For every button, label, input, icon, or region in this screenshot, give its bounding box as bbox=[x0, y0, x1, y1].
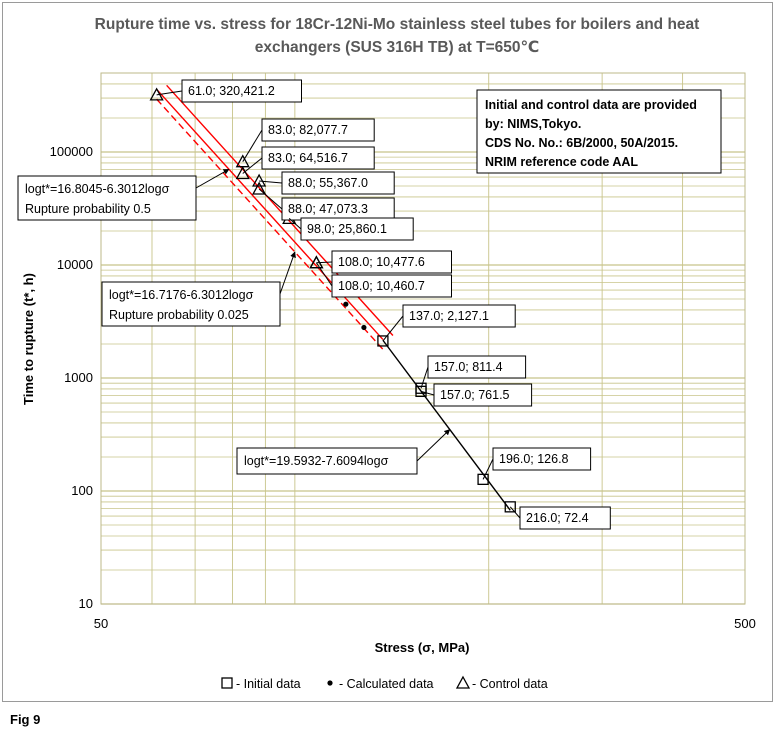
data-label-leader bbox=[316, 261, 333, 264]
equation-text: logt*=16.7176-6.3012logσ bbox=[109, 288, 254, 302]
data-label-box bbox=[331, 250, 452, 274]
data-label-leader bbox=[242, 157, 263, 174]
plot-border bbox=[100, 72, 746, 605]
legend-label: - Control data bbox=[472, 677, 548, 691]
data-label-text: 83.0; 64,516.7 bbox=[268, 151, 348, 165]
chart-title-line-2: exchangers (SUS 316H TB) at T=650℃ bbox=[255, 39, 540, 56]
data-label-box bbox=[492, 447, 592, 471]
data-points bbox=[149, 87, 516, 513]
data-label-text: 196.0; 126.8 bbox=[499, 452, 569, 466]
y-tick-label: 10000 bbox=[57, 257, 93, 272]
control-data-point bbox=[235, 166, 250, 180]
data-label-leader bbox=[420, 390, 435, 396]
equation-caption: Rupture probability 0.025 bbox=[109, 308, 249, 322]
data-label-box bbox=[433, 383, 533, 407]
data-label-text: 83.0; 82,077.7 bbox=[268, 123, 348, 137]
equation-arrow bbox=[195, 168, 230, 189]
x-axis-title: Stress (σ, MPa) bbox=[375, 640, 470, 655]
x-tick-label: 50 bbox=[94, 616, 108, 631]
data-label-leader bbox=[420, 366, 429, 389]
data-label-leader bbox=[482, 458, 494, 480]
control-data-point bbox=[252, 181, 267, 195]
info-note: Initial and control data are provided by… bbox=[476, 89, 722, 174]
y-axis-title: Time to rupture (t*, h) bbox=[21, 273, 36, 405]
equation-arrow bbox=[279, 251, 296, 295]
legend-dot-marker bbox=[327, 680, 333, 686]
legend-square-marker bbox=[221, 677, 233, 689]
data-label-text: 108.0; 10,460.7 bbox=[338, 279, 425, 293]
data-label-leader bbox=[288, 217, 302, 230]
data-label-text: 157.0; 811.4 bbox=[434, 360, 503, 374]
data-label-box bbox=[427, 355, 527, 379]
data-label-text: 88.0; 47,073.3 bbox=[288, 202, 368, 216]
data-label-box bbox=[519, 506, 611, 530]
data-label-box bbox=[331, 274, 452, 298]
fit-line bbox=[156, 88, 384, 340]
y-tick-label: 10 bbox=[79, 596, 93, 611]
equation-text: logt*=16.8045-6.3012logσ bbox=[25, 182, 170, 196]
data-label-box bbox=[181, 79, 302, 103]
data-label-leader bbox=[259, 180, 283, 184]
data-label-text: 157.0; 761.5 bbox=[440, 388, 510, 402]
data-label-box bbox=[261, 118, 375, 142]
equation-box bbox=[101, 281, 281, 327]
fit-line bbox=[382, 339, 511, 511]
data-label-box bbox=[402, 304, 516, 328]
axis-ticks: 10 100 1000 10000 100000 50 500 bbox=[50, 144, 756, 631]
data-label-leader bbox=[382, 315, 404, 342]
chart-title-line-1: Rupture time vs. stress for 18Cr-12Ni-Mo… bbox=[95, 16, 700, 33]
equation-box bbox=[17, 175, 197, 221]
data-label-leader bbox=[258, 188, 283, 210]
info-note-line-2: by: NIMS,Tokyo. bbox=[485, 117, 581, 131]
data-label-leader bbox=[242, 129, 263, 162]
equation-arrow bbox=[416, 429, 451, 462]
equation-box bbox=[236, 447, 418, 475]
initial-data-point bbox=[504, 501, 516, 513]
data-label-text: 88.0; 55,367.0 bbox=[288, 176, 368, 190]
initial-data-point bbox=[377, 335, 389, 347]
info-note-line-1: Initial and control data are provided bbox=[485, 98, 697, 112]
data-labels: 137.0; 2,127.1 157.0; 811.4 157.0; 761.5 19… bbox=[17, 79, 611, 530]
calculated-data-point bbox=[343, 301, 349, 307]
legend-label: - Initial data bbox=[236, 677, 301, 691]
y-tick-label: 1000 bbox=[64, 370, 93, 385]
data-label-box bbox=[300, 217, 414, 241]
equation-text: logt*=19.5932-7.6094logσ bbox=[244, 454, 389, 468]
legend-triangle-marker bbox=[455, 675, 471, 689]
data-label-text: 61.0; 320,421.2 bbox=[188, 84, 275, 98]
fit-line bbox=[156, 98, 384, 350]
x-tick-label: 500 bbox=[734, 616, 756, 631]
data-label-leader bbox=[315, 262, 333, 287]
initial-data-point bbox=[415, 385, 427, 398]
equation-caption: Rupture probability 0.5 bbox=[25, 202, 151, 216]
data-label-box bbox=[261, 146, 375, 170]
y-tick-label: 100000 bbox=[50, 144, 93, 159]
data-label-box bbox=[281, 171, 395, 195]
data-label-text: 108.0; 10,477.6 bbox=[338, 255, 425, 269]
calculated-data-point bbox=[361, 324, 367, 331]
data-label-leader bbox=[509, 506, 521, 519]
data-label-text: 216.0; 72.4 bbox=[526, 511, 589, 525]
y-tick-label: 100 bbox=[71, 483, 93, 498]
figure-label: Fig 9 bbox=[10, 712, 41, 727]
data-label-text: 98.0; 25,860.1 bbox=[307, 222, 387, 236]
data-label-leader bbox=[156, 90, 183, 96]
legend-label: - Calculated data bbox=[339, 677, 434, 691]
info-note-line-4: NRIM reference code AAL bbox=[485, 155, 638, 169]
initial-data-point bbox=[477, 473, 489, 485]
control-data-point bbox=[252, 173, 267, 187]
data-label-text: 137.0; 2,127.1 bbox=[409, 309, 489, 323]
info-note-box bbox=[476, 89, 722, 174]
info-note-line-3: CDS No. No.: 6B/2000, 50A/2015. bbox=[485, 136, 678, 150]
legend: - Initial data - Calculated data - Control… bbox=[221, 675, 548, 691]
